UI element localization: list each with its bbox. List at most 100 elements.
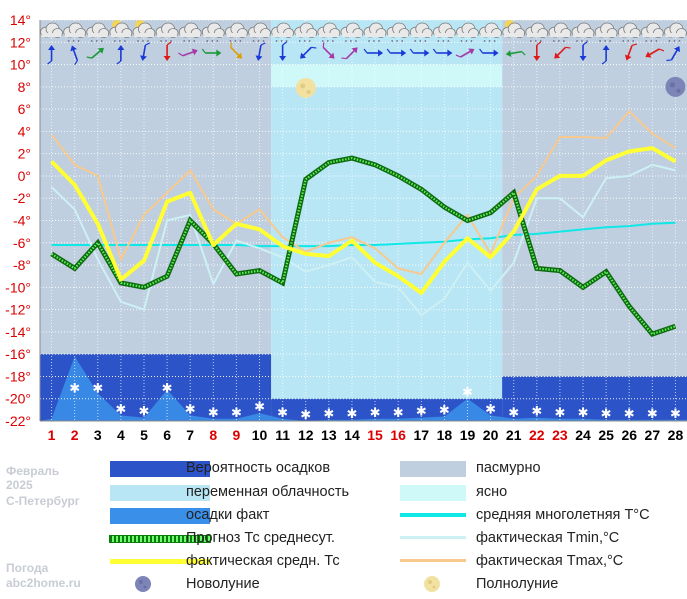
x-tick-label: 1: [48, 427, 56, 443]
cloud-base: [272, 33, 293, 37]
wind-arrow-icon: [70, 45, 79, 66]
weather-icon-day-10: [248, 22, 271, 61]
snow-dot: [655, 40, 658, 42]
snow-mark: ✱: [346, 407, 357, 422]
wind-arrow-head: [70, 45, 77, 52]
snow-dot: [460, 40, 463, 42]
wind-arrow-icon: [645, 48, 665, 58]
wind-arrow-feather: [631, 43, 637, 47]
legend-label-precip-fact: осадки факт: [186, 507, 270, 523]
snow-dot: [678, 40, 681, 42]
wind-arrow-feather: [116, 60, 122, 65]
y-tick-label: 14°: [10, 12, 31, 28]
wind-arrow-icon: [363, 48, 384, 57]
cloud-icon: [502, 22, 526, 38]
snow-dot: [303, 40, 306, 42]
wind-arrow-icon: [255, 42, 266, 61]
snow-dot: [470, 40, 473, 42]
x-tick-label: 27: [645, 427, 661, 443]
wind-arrow-feather: [582, 41, 588, 46]
wind-arrow-icon: [386, 48, 407, 57]
chart-year: 2025: [6, 478, 33, 492]
snow-dot: [285, 40, 288, 42]
chart-city: С-Петербург: [6, 494, 80, 508]
wind-arrow-feather: [260, 42, 266, 46]
wind-arrow-icon: [322, 42, 335, 59]
wind-arrow-head: [579, 56, 587, 61]
y-tick-label: 12°: [10, 34, 31, 50]
x-tick-label: 15: [367, 427, 383, 443]
snow-dot: [483, 40, 486, 42]
cloud-icon: [132, 22, 156, 38]
wind-arrow-icon: [479, 48, 499, 57]
snow-dot: [396, 40, 399, 42]
weather-icon-day-13: [317, 22, 341, 59]
wind-arrow-icon: [601, 45, 610, 65]
x-tick-label: 19: [460, 427, 476, 443]
legend-swatch-precip-fact: [110, 508, 210, 524]
legend-label-new-moon: Новолуние: [186, 576, 260, 592]
legend-swatch-overcast: [400, 461, 466, 477]
cloud-base: [596, 33, 617, 37]
moon-crater: [676, 88, 681, 93]
cloud-base: [503, 33, 524, 37]
wind-arrow-icon: [279, 41, 287, 61]
wind-arrow-head: [493, 49, 499, 57]
snow-dot: [118, 40, 121, 42]
wind-arrow-feather: [178, 52, 184, 57]
snow-dot: [627, 40, 630, 42]
cloud-icon: [640, 22, 664, 38]
snow-mark: ✱: [485, 402, 496, 417]
snow-mark: ✱: [462, 386, 473, 401]
wind-arrow-feather: [432, 48, 437, 54]
weather-icon-day-12: [294, 22, 318, 59]
legend-label-fact-avg: фактическая средн. Тс: [186, 553, 340, 569]
cloud-icon: [432, 22, 456, 38]
cloud-icon: [548, 22, 572, 38]
cloud-icon: [409, 22, 433, 38]
snow-mark: ✱: [185, 402, 196, 417]
cloud-icon: [155, 22, 179, 38]
y-tick-label: -12°: [5, 302, 31, 318]
snow-dot: [553, 40, 555, 42]
wind-arrow-icon: [554, 46, 571, 59]
wind-arrow-icon: [300, 46, 317, 59]
wind-arrow-head: [378, 49, 384, 57]
weather-icon-day-24: [571, 22, 595, 61]
cloud-base: [133, 33, 154, 37]
cloud-icon: [340, 22, 364, 38]
wind-arrow-head: [424, 49, 430, 57]
snow-dot: [331, 40, 334, 42]
axes: 14° 12° 10° 8° 6° 4° 2° 0° -2° -4° -6° -8° -10° -12° -…: [5, 12, 687, 443]
weather-icon-day-16: [386, 22, 410, 57]
x-tick-label: 12: [298, 427, 314, 443]
wind-arrow-icon: [163, 41, 172, 61]
wind-arrow-icon: [533, 41, 542, 61]
x-tick-label: 7: [186, 427, 194, 443]
wind-arrow-icon: [455, 48, 475, 58]
snow-dot: [442, 40, 445, 42]
wind-arrow-icon: [505, 50, 526, 57]
legend-swatch-partly-cloudy: [110, 485, 210, 501]
wind-arrow-icon: [579, 41, 588, 61]
legend-swatch-forecast-avg: [109, 535, 211, 543]
y-tick-label: -16°: [5, 346, 31, 362]
snow-mark: ✱: [300, 408, 311, 423]
cloud-icon: [363, 22, 387, 38]
snow-mark: ✱: [416, 405, 427, 420]
clear-sky-band: [271, 64, 503, 87]
snow-dot: [262, 40, 265, 42]
snow-mark: ✱: [323, 407, 334, 422]
moon-layer: [295, 76, 686, 98]
wind-arrow-head: [624, 54, 632, 61]
snow-dot: [72, 40, 75, 42]
x-tick-label: 25: [598, 427, 614, 443]
snow-dot: [77, 40, 80, 42]
cloud-base: [249, 33, 270, 37]
weather-icon-day-23: [548, 22, 572, 59]
legend-swatch-precip-prob: [110, 461, 210, 477]
snow-dot: [599, 40, 602, 42]
series-fact-tmin: [50, 163, 676, 317]
y-tick-label: -20°: [5, 391, 31, 407]
cloud-base: [87, 33, 108, 37]
